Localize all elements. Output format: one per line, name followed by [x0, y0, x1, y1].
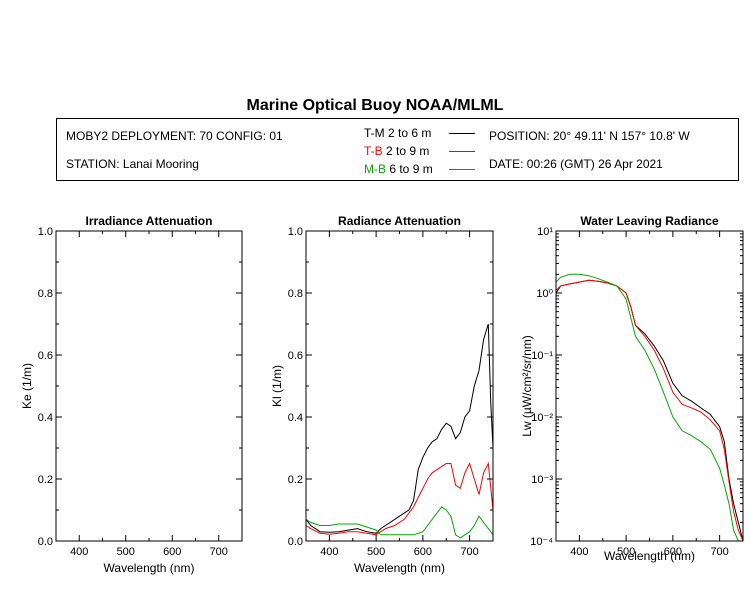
y-tick-label: 0.8	[288, 288, 303, 300]
y-tick-label: 10⁻³	[531, 474, 553, 486]
x-axis-label: Wavelength (nm)	[104, 561, 195, 575]
y-tick-label: 0.8	[38, 288, 53, 300]
y-tick-label: 10⁻⁴	[530, 536, 553, 548]
plot-frame	[556, 231, 743, 541]
y-tick-label: 0.0	[38, 536, 53, 548]
y-axis-label: Lw (µW/cm²/sr/nm)	[520, 335, 534, 437]
plot-frame	[306, 231, 493, 541]
y-tick-label: 0.6	[288, 350, 303, 362]
y-tick-label: 0.0	[288, 536, 303, 548]
plot-panel-3: 400 500 600 70010⁻⁴10⁻³10⁻²10⁻¹10⁰10¹Water …	[520, 214, 743, 563]
y-tick-label: 10⁻¹	[531, 350, 553, 362]
x-tick-label: 400	[320, 546, 338, 558]
series-line-t-m	[556, 280, 743, 541]
y-tick-label: 1.0	[288, 226, 303, 238]
x-tick-label: 700	[710, 546, 728, 558]
y-axis-label: Ke (1/m)	[20, 363, 34, 409]
series-line-t-b	[306, 464, 493, 535]
plot-title: Radiance Attenuation	[338, 214, 461, 228]
x-tick-label: 700	[460, 546, 478, 558]
x-tick-label: 600	[414, 546, 432, 558]
y-tick-label: 10¹	[537, 226, 553, 238]
plot-frame	[56, 231, 242, 541]
chart-area: 400 500 600 700 0.0 0.2 0.4 0.6 0.8 1.0 Irradiance…	[0, 0, 750, 600]
y-tick-label: 0.4	[38, 412, 53, 424]
plot-panel-2: 400 500 600 700 0.0 0.2 0.4 0.6 0.8 1.0 Radiance A…	[270, 214, 493, 575]
plot-panel-1: 400 500 600 700 0.0 0.2 0.4 0.6 0.8 1.0 Irradiance…	[20, 214, 242, 575]
y-tick-label: 0.2	[288, 474, 303, 486]
x-tick-label: 500	[367, 546, 385, 558]
y-tick-label: 0.2	[38, 474, 53, 486]
plot-title: Irradiance Attenuation	[86, 214, 213, 228]
x-axis-label: Wavelength (nm)	[604, 549, 695, 563]
series-line-t-m	[306, 324, 493, 533]
x-tick-label: 400	[570, 546, 588, 558]
x-tick-label: 400	[70, 546, 88, 558]
y-tick-label: 1.0	[38, 226, 53, 238]
plot-title: Water Leaving Radiance	[580, 214, 719, 228]
x-tick-label: 600	[163, 546, 181, 558]
y-axis-label: Kl (1/m)	[270, 365, 284, 407]
series-line-m-b	[556, 274, 743, 541]
y-tick-label: 10⁻²	[531, 412, 553, 424]
series-line-t-b	[556, 280, 743, 541]
y-tick-label: 0.4	[288, 412, 303, 424]
y-tick-label: 10⁰	[536, 288, 553, 300]
x-tick-label: 700	[210, 546, 228, 558]
x-axis-label: Wavelength (nm)	[354, 561, 445, 575]
y-tick-label: 0.6	[38, 350, 53, 362]
x-tick-label: 500	[117, 546, 135, 558]
